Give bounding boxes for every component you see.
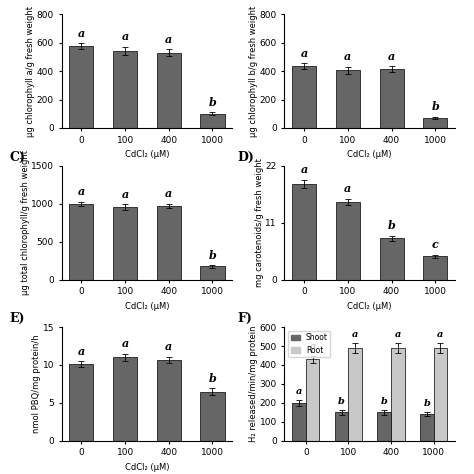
Text: a: a	[121, 338, 129, 349]
Text: b: b	[381, 397, 388, 406]
Text: a: a	[388, 51, 395, 62]
Text: a: a	[165, 341, 173, 352]
Text: b: b	[423, 399, 430, 408]
Y-axis label: µg total chlorophyll/g fresh weight: µg total chlorophyll/g fresh weight	[20, 150, 29, 295]
Bar	[336, 202, 360, 280]
Text: a: a	[310, 342, 316, 351]
Text: a: a	[296, 386, 302, 395]
X-axis label: CdCl₂ (µM): CdCl₂ (µM)	[125, 302, 169, 311]
Bar	[380, 69, 403, 128]
Text: b: b	[209, 97, 216, 108]
Bar	[434, 348, 447, 441]
Y-axis label: mg carotenoids/g fresh weight: mg carotenoids/g fresh weight	[255, 158, 264, 287]
Text: D): D)	[237, 151, 254, 164]
Text: C): C)	[9, 151, 26, 164]
Bar	[292, 66, 316, 128]
Text: E): E)	[9, 312, 25, 325]
Bar	[157, 53, 181, 128]
Text: a: a	[165, 188, 173, 199]
Text: a: a	[301, 164, 308, 175]
Text: b: b	[388, 220, 395, 231]
Bar	[201, 114, 225, 128]
Y-axis label: µg chlorophyll b/g fresh weight: µg chlorophyll b/g fresh weight	[249, 6, 258, 137]
Legend: Shoot, Root: Shoot, Root	[288, 331, 330, 357]
Text: a: a	[395, 329, 401, 338]
Text: a: a	[165, 34, 173, 45]
X-axis label: CdCl₂ (µM): CdCl₂ (µM)	[125, 463, 169, 472]
Bar	[292, 184, 316, 280]
Bar	[69, 364, 93, 441]
Bar	[348, 348, 362, 441]
Bar	[306, 359, 319, 441]
X-axis label: CdCl₂ (µM): CdCl₂ (µM)	[125, 150, 169, 159]
Bar	[377, 412, 391, 441]
Text: F): F)	[237, 312, 252, 325]
Bar	[391, 348, 405, 441]
X-axis label: CdCl₂ (µM): CdCl₂ (µM)	[347, 150, 392, 159]
Y-axis label: µg chlorophyll a/g fresh weight: µg chlorophyll a/g fresh weight	[27, 6, 36, 137]
Text: a: a	[301, 48, 308, 59]
Bar	[380, 238, 403, 280]
Bar	[69, 46, 93, 128]
Bar	[201, 392, 225, 441]
Y-axis label: nmol PBQ/mg protein/h: nmol PBQ/mg protein/h	[32, 335, 41, 433]
Bar	[335, 412, 348, 441]
Text: b: b	[209, 250, 216, 261]
Text: b: b	[338, 397, 345, 406]
Bar	[157, 360, 181, 441]
Bar	[423, 118, 447, 128]
Text: a: a	[344, 51, 352, 62]
Text: a: a	[78, 186, 85, 197]
Bar	[113, 357, 137, 441]
Bar	[336, 71, 360, 128]
Text: c: c	[432, 239, 438, 250]
Bar	[420, 414, 434, 441]
X-axis label: CdCl₂ (µM): CdCl₂ (µM)	[347, 302, 392, 311]
Bar	[423, 256, 447, 280]
Text: a: a	[121, 189, 129, 200]
Bar	[157, 206, 181, 280]
Y-axis label: H₂ released/min/mg protein: H₂ released/min/mg protein	[249, 326, 258, 442]
Text: b: b	[431, 101, 439, 112]
Text: a: a	[352, 329, 358, 338]
Bar	[201, 266, 225, 280]
Bar	[113, 207, 137, 280]
Text: a: a	[78, 346, 85, 356]
Bar	[113, 51, 137, 128]
Text: a: a	[438, 329, 444, 338]
Text: a: a	[78, 28, 85, 39]
Bar	[292, 403, 306, 441]
Text: a: a	[121, 31, 129, 42]
Bar	[69, 204, 93, 280]
Text: a: a	[344, 183, 352, 194]
Text: b: b	[209, 373, 216, 384]
